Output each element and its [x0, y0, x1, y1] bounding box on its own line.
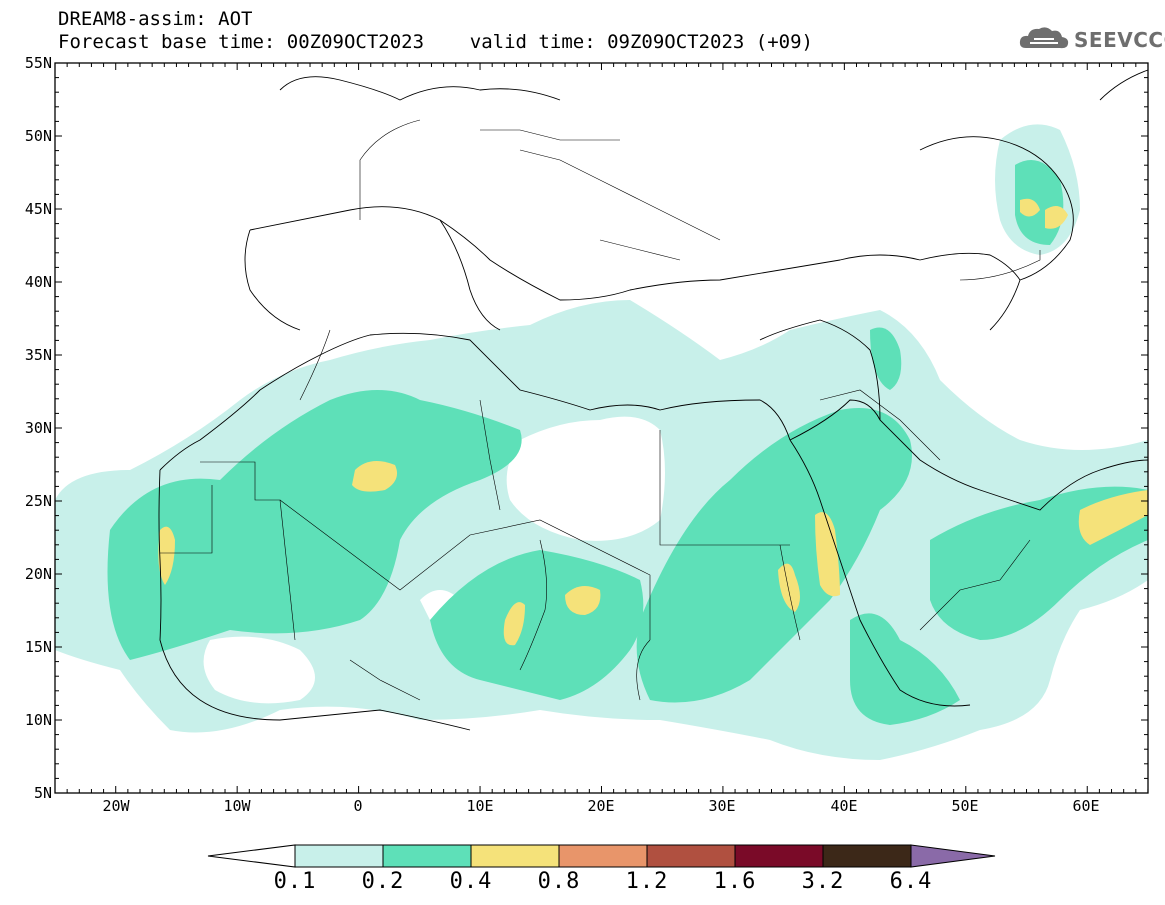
colorbar	[207, 844, 996, 868]
colorbar-swatch	[382, 844, 472, 868]
title-line-1: DREAM8-assim: AOT	[58, 8, 253, 30]
lon-label: 50E	[951, 797, 979, 815]
colorbar-swatch	[646, 844, 736, 868]
lat-label: 5N	[33, 784, 52, 802]
lon-label: 10E	[466, 797, 494, 815]
colorbar-label: 1.2	[625, 869, 669, 894]
title-line-2: Forecast base time: 00Z09OCT2023 valid t…	[58, 31, 813, 53]
lon-label: 0	[353, 797, 363, 815]
lon-label: 10W	[223, 797, 251, 815]
lat-label: 35N	[24, 346, 52, 364]
lat-label: 50N	[24, 127, 52, 145]
colorbar-label: 0.1	[273, 869, 317, 894]
axis-ticks	[54, 62, 1149, 794]
lon-label: 30E	[708, 797, 736, 815]
lat-label: 30N	[24, 419, 52, 437]
lat-label: 40N	[24, 273, 52, 291]
seevccc-logo: SEEVCCC	[1018, 24, 1165, 56]
colorbar-high-arrow	[910, 844, 996, 868]
colorbar-label: 0.2	[361, 869, 405, 894]
colorbar-label: 3.2	[801, 869, 845, 894]
colorbar-label: 0.4	[449, 869, 493, 894]
lat-label: 45N	[24, 200, 52, 218]
lat-label: 10N	[24, 711, 52, 729]
colorbar-swatch	[734, 844, 824, 868]
lat-label: 55N	[24, 54, 52, 72]
colorbar-swatch	[558, 844, 648, 868]
map-content	[55, 69, 1148, 760]
lat-label: 15N	[24, 638, 52, 656]
colorbar-swatch	[470, 844, 560, 868]
colorbar-low-arrow	[207, 844, 296, 868]
colorbar-swatch	[294, 844, 384, 868]
lat-label: 25N	[24, 492, 52, 510]
lon-label: 60E	[1072, 797, 1100, 815]
lon-label: 40E	[830, 797, 858, 815]
colorbar-label: 6.4	[889, 869, 933, 894]
low-aot-areas	[203, 416, 665, 704]
lat-label: 20N	[24, 565, 52, 583]
colorbar-label: 0.8	[537, 869, 581, 894]
colorbar-swatch	[822, 844, 912, 868]
logo-text: SEEVCCC	[1074, 28, 1165, 52]
lon-label: 20W	[102, 797, 130, 815]
colorbar-label: 1.6	[713, 869, 757, 894]
aot-band-0.4	[158, 198, 1148, 646]
coastlines	[158, 69, 1148, 731]
country-borders	[160, 119, 1041, 701]
cloud-icon	[1019, 27, 1069, 49]
lon-label: 20E	[587, 797, 615, 815]
